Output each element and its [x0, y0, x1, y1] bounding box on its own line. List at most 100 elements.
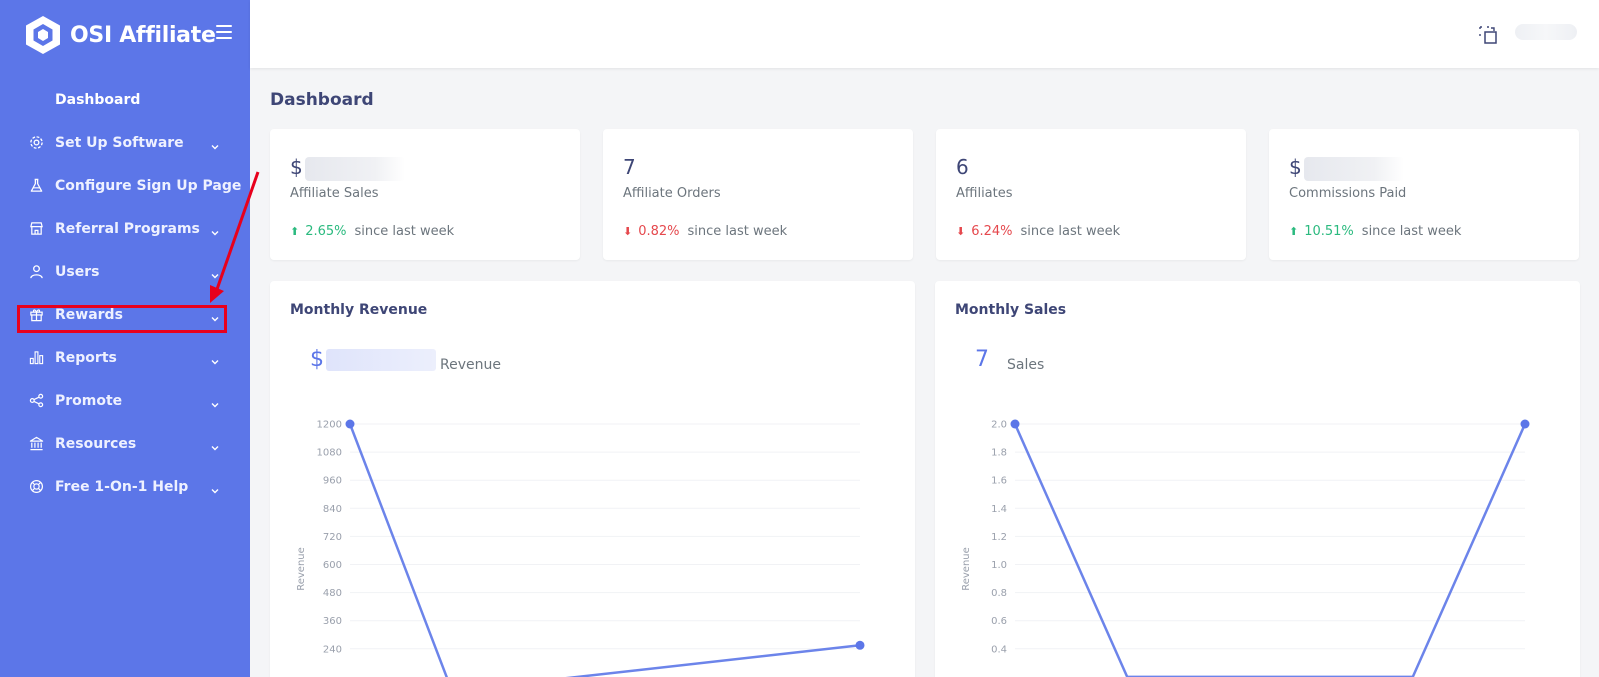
- stat-trend: ⬆ 2.65% since last week: [290, 224, 454, 239]
- stat-card: $ Affiliate Sales ⬆ 2.65% since last week: [270, 129, 580, 260]
- menu-toggle-icon[interactable]: [216, 25, 232, 39]
- stat-value: 6: [956, 155, 969, 179]
- y-tick-label: 960: [323, 476, 342, 487]
- sidebar-item-resources[interactable]: Resources: [0, 422, 250, 465]
- sidebar-item-label: Users: [55, 263, 100, 280]
- brand[interactable]: OSI Affiliate: [24, 14, 216, 56]
- stat-trend: ⬇ 0.82% since last week: [623, 224, 787, 239]
- data-point[interactable]: [1010, 419, 1020, 429]
- chevron-down-icon: [210, 438, 220, 451]
- sidebar-item-label: Set Up Software: [55, 134, 184, 151]
- chart-head-value: $: [310, 347, 436, 372]
- chart-head-label: Sales: [1007, 357, 1045, 373]
- chevron-down-icon: [210, 395, 220, 408]
- chevron-down-icon: [210, 137, 220, 150]
- logo-icon: [26, 16, 60, 54]
- series-line: [1013, 423, 1527, 677]
- chart-title: Monthly Revenue: [290, 302, 428, 318]
- sales-chart: 2.0 1.8 1.6 1.4 1.2 1.0 0.8 0.6 0.4 Revenue: [961, 419, 1530, 677]
- chevron-down-icon: [210, 223, 220, 236]
- trend-percent: 2.65%: [305, 224, 347, 239]
- y-tick-label: 1.0: [991, 560, 1007, 571]
- sidebar-item-label: Free 1-On-1 Help: [55, 478, 189, 495]
- y-tick-label: 1080: [317, 448, 342, 459]
- data-point[interactable]: [345, 419, 355, 429]
- data-point[interactable]: [1520, 419, 1530, 429]
- highlight-box: [17, 305, 227, 333]
- sidebar-item-rewards[interactable]: Rewards: [0, 293, 250, 336]
- arrow-down-icon: ⬇: [623, 225, 633, 238]
- monthly-sales-card: Monthly Sales 7 Sales 2.0 1.8 1.6 1.4 1.2 1.0…: [935, 281, 1580, 677]
- store-icon: [28, 221, 44, 237]
- sidebar-item-users[interactable]: Users: [0, 250, 250, 293]
- y-tick-label: 0.8: [991, 588, 1007, 599]
- sidebar-item-promote[interactable]: Promote: [0, 379, 250, 422]
- user-icon: [28, 264, 44, 280]
- y-tick-label: 720: [323, 532, 342, 543]
- sidebar-item-label: Rewards: [55, 306, 123, 323]
- y-tick-label: 360: [323, 616, 342, 627]
- chevron-down-icon: [210, 309, 220, 322]
- stat-value: $: [1289, 155, 1404, 181]
- sidebar-item-label: Referral Programs: [55, 220, 200, 237]
- bar-chart-icon: [28, 350, 44, 366]
- y-axis-label: Revenue: [961, 547, 972, 591]
- sidebar-item-label: Reports: [55, 349, 117, 366]
- y-tick-label: 1.2: [991, 532, 1007, 543]
- y-tick-label: 1.8: [991, 448, 1007, 459]
- share-icon: [28, 393, 44, 409]
- lifebuoy-icon: [28, 479, 44, 495]
- sidebar-item-label: Promote: [55, 392, 123, 409]
- sidebar-item-configure-sign-up-page[interactable]: Configure Sign Up Page: [0, 164, 250, 207]
- trend-since: since last week: [1361, 224, 1462, 239]
- sidebar-item-label: Resources: [55, 435, 137, 452]
- chart-head-label: Revenue: [440, 357, 501, 373]
- chevron-down-icon: [210, 352, 220, 365]
- stat-card: 7 Affiliate Orders ⬇ 0.82% since last week: [603, 129, 913, 260]
- sidebar-item-label: Configure Sign Up Page: [55, 177, 242, 194]
- y-axis-label: Revenue: [296, 547, 307, 591]
- sidebar-item-reports[interactable]: Reports: [0, 336, 250, 379]
- topbar: [250, 0, 1599, 68]
- y-tick-label: 600: [323, 560, 342, 571]
- sidebar-item-dashboard[interactable]: Dashboard: [0, 78, 250, 121]
- y-tick-label: 1200: [317, 420, 342, 431]
- sidebar-item-set-up-software[interactable]: Set Up Software: [0, 121, 250, 164]
- gear-icon: [28, 135, 44, 151]
- user-name[interactable]: [1515, 24, 1577, 40]
- y-tick-label: 1.6: [991, 476, 1007, 487]
- bank-icon: [28, 436, 44, 452]
- stat-trend: ⬇ 6.24% since last week: [956, 224, 1120, 239]
- chart-title: Monthly Sales: [955, 302, 1067, 318]
- sidebar-nav: Dashboard Set Up Software Configure Sign U…: [0, 78, 250, 508]
- trend-since: since last week: [1020, 224, 1121, 239]
- sidebar-item-free-1-on-1-help[interactable]: Free 1-On-1 Help: [0, 465, 250, 508]
- flask-icon: [28, 178, 44, 194]
- trend-since: since last week: [687, 224, 788, 239]
- crop-icon[interactable]: [1478, 25, 1498, 45]
- stat-trend: ⬆ 10.51% since last week: [1289, 224, 1461, 239]
- revenue-chart: 1200 1080 960 840 720 600 480 360 240 Revenue: [296, 419, 865, 677]
- trend-since: since last week: [354, 224, 455, 239]
- sidebar: OSI Affiliate Dashboard Set Up Software Co…: [0, 0, 260, 677]
- chevron-down-icon: [210, 266, 220, 279]
- gift-icon: [28, 307, 44, 323]
- chart-head-value: 7: [975, 347, 989, 372]
- trend-percent: 0.82%: [638, 224, 680, 239]
- arrow-up-icon: ⬆: [1289, 225, 1299, 238]
- y-tick-label: 0.4: [991, 644, 1007, 655]
- sidebar-item-referral-programs[interactable]: Referral Programs: [0, 207, 250, 250]
- trend-percent: 6.24%: [971, 224, 1013, 239]
- trend-percent: 10.51%: [1304, 224, 1354, 239]
- series-line: [348, 423, 861, 677]
- stat-card: 6 Affiliates ⬇ 6.24% since last week: [936, 129, 1246, 260]
- data-point[interactable]: [855, 640, 865, 650]
- stat-value: $: [290, 155, 405, 181]
- annotation-arrow: [210, 171, 260, 303]
- y-tick-label: 480: [323, 588, 342, 599]
- page-title: Dashboard: [270, 90, 374, 110]
- y-tick-label: 1.4: [991, 504, 1007, 515]
- y-tick-label: 0.6: [991, 616, 1007, 627]
- chevron-down-icon: [210, 481, 220, 494]
- y-tick-label: 2.0: [991, 420, 1007, 431]
